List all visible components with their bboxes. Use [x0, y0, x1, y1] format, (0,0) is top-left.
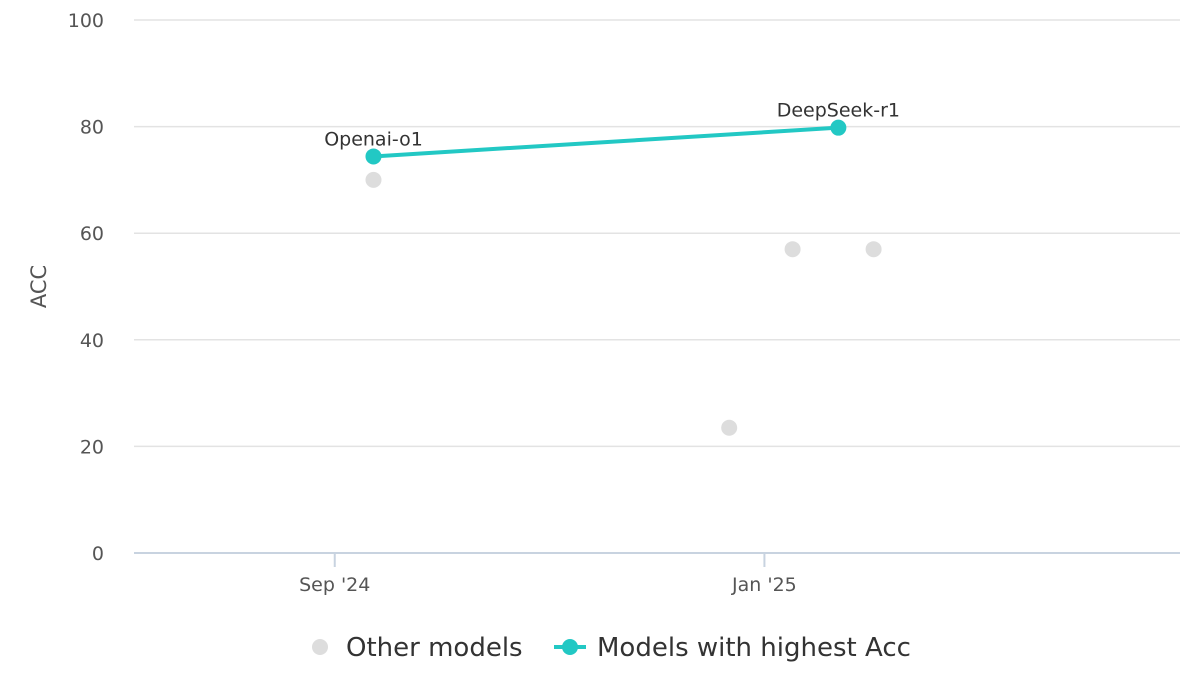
y-tick-label: 100: [68, 10, 104, 32]
gridlines: [134, 19, 1180, 448]
legend: Other models Models with highest Acc: [312, 633, 911, 663]
series-highest-acc[interactable]: Openai-o1 DeepSeek-r1: [324, 100, 900, 165]
x-axis-ticks: Sep '24 Jan '25: [299, 553, 797, 596]
y-tick-label: 40: [80, 330, 104, 352]
data-point-other-model: [865, 241, 882, 258]
legend-label-other-models: Other models: [346, 633, 523, 663]
y-tick-label: 60: [80, 223, 104, 245]
y-tick-label: 80: [80, 117, 104, 139]
legend-label-highest-acc: Models with highest Acc: [597, 633, 911, 663]
data-point-highest-acc: [830, 119, 847, 136]
x-tick-label: Jan '25: [731, 574, 797, 596]
y-tick-label: 20: [80, 436, 104, 458]
data-point-other-model: [721, 419, 738, 436]
legend-marker-other-models: [312, 639, 328, 655]
data-label: Openai-o1: [324, 128, 423, 150]
data-label: DeepSeek-r1: [777, 100, 900, 122]
data-point-other-model: [365, 171, 382, 188]
x-tick-label: Sep '24: [299, 574, 370, 596]
series-other-models[interactable]: [365, 171, 882, 436]
y-axis-title: ACC: [27, 265, 51, 308]
series-line-highest-acc: [373, 125, 839, 159]
data-point-other-model: [784, 241, 801, 258]
y-axis-ticks: 0 20 40 60 80 100: [68, 10, 104, 565]
y-tick-label: 0: [92, 543, 104, 565]
legend-marker-highest-acc: [562, 639, 578, 655]
legend-item-other-models[interactable]: Other models: [312, 633, 523, 663]
data-point-highest-acc: [365, 148, 382, 165]
legend-item-highest-acc[interactable]: Models with highest Acc: [554, 633, 911, 663]
